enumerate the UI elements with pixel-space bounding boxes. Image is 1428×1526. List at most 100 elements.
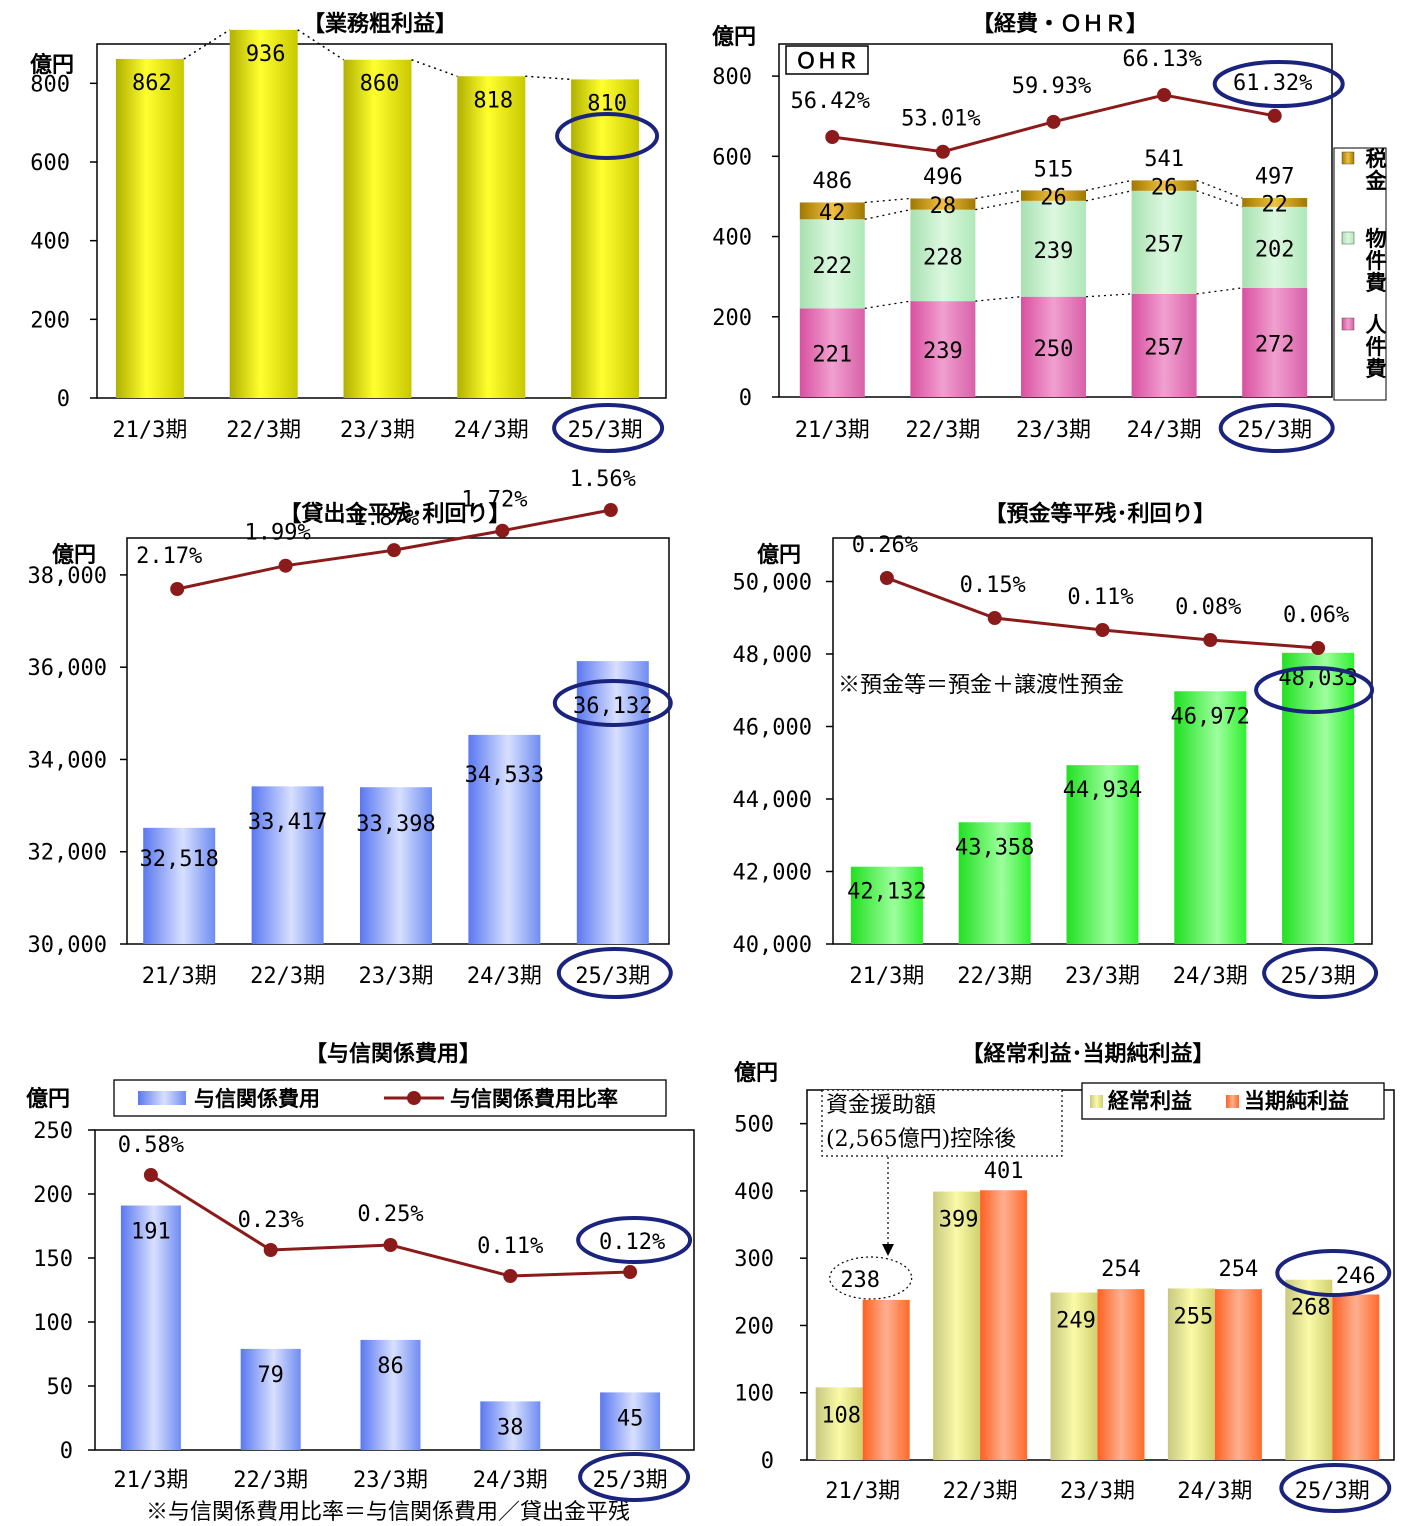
rate-marker — [935, 144, 950, 159]
stacked-bar-segment — [1242, 206, 1308, 288]
legend-swatch — [1341, 317, 1355, 331]
bar — [240, 1348, 301, 1450]
bar — [1174, 691, 1247, 944]
legend-label: 費 — [1366, 271, 1387, 295]
segment-label: 272 — [1255, 332, 1295, 357]
chart-title: 【経常利益･当期純利益】 — [961, 1041, 1214, 1067]
bar — [1282, 652, 1355, 944]
stacked-bar-segment — [1131, 293, 1197, 397]
stack-connector — [975, 189, 1022, 200]
y-tick-label: 0 — [60, 1439, 73, 1464]
bar-touki — [862, 1299, 910, 1460]
data-label: 818 — [473, 88, 513, 113]
category-label: 22/3期 — [943, 1479, 1018, 1504]
data-label: 33,398 — [356, 812, 435, 837]
bar-touki — [1097, 1289, 1145, 1460]
y-tick-label: 38,000 — [28, 564, 107, 589]
rate-label: 0.06% — [1283, 603, 1349, 628]
ohr-legend-box — [785, 45, 869, 75]
y-tick-label: 200 — [30, 308, 70, 333]
data-label: 108 — [821, 1403, 861, 1428]
rate-label: 1.87% — [353, 506, 419, 531]
chart-title: 【与信関係費用】 — [305, 1041, 481, 1067]
y-tick-label: 400 — [30, 230, 70, 255]
segment-label: 42 — [819, 201, 846, 226]
category-label: 24/3期 — [467, 964, 542, 989]
y-tick-label: 250 — [33, 1119, 73, 1144]
y-tick-label: 42,000 — [733, 861, 812, 886]
y-tick-label: 500 — [734, 1113, 774, 1138]
rate-label: 1.99% — [244, 521, 310, 546]
data-label: 936 — [246, 42, 286, 67]
bar-touki — [980, 1190, 1028, 1460]
segment-label: 250 — [1034, 337, 1074, 362]
legend-frame — [1081, 1082, 1385, 1120]
y-tick-label: 600 — [712, 145, 752, 170]
legend-swatch — [1090, 1095, 1103, 1108]
segment-label: 257 — [1144, 335, 1184, 360]
rate-marker — [987, 611, 1002, 625]
y-tick-label: 300 — [734, 1247, 774, 1272]
highlight-category-ellipse — [1279, 1463, 1392, 1513]
rate-label: 0.23% — [238, 1208, 304, 1233]
ohr-label: 61.32% — [1233, 71, 1312, 96]
stacked-bar-segment — [799, 219, 865, 309]
segment-label: 202 — [1255, 237, 1295, 262]
legend-swatch — [1226, 1095, 1239, 1108]
stacked-bar-segment — [910, 209, 976, 302]
category-label: 25/3期 — [593, 1468, 668, 1493]
segment-label: 26 — [1151, 176, 1178, 201]
bar — [480, 1401, 541, 1450]
highlight-value-ellipse — [552, 679, 673, 727]
bar — [576, 661, 649, 944]
category-label: 22/3期 — [250, 964, 325, 989]
highlight-category-ellipse — [1262, 947, 1379, 999]
stack-connector — [1085, 190, 1132, 202]
callout-arrow-head — [882, 1244, 894, 1256]
bar — [229, 29, 298, 399]
y-tick-label: 100 — [33, 1311, 73, 1336]
y-tick-label: 0 — [739, 386, 752, 411]
category-label: 23/3期 — [1016, 418, 1091, 443]
segment-label: 221 — [812, 343, 852, 368]
y-tick-label: 200 — [712, 306, 752, 331]
legend-label: 経常利益 — [1108, 1089, 1192, 1113]
category-label: 24/3期 — [473, 1468, 548, 1493]
bar — [571, 79, 640, 399]
rate-label: 0.58% — [118, 1133, 184, 1158]
callout-line-2: (2,565億円)控除後 — [826, 1127, 1016, 1152]
y-tick-label: 40,000 — [733, 933, 812, 958]
data-label: 33,417 — [248, 810, 327, 835]
data-label: 42,132 — [847, 880, 926, 905]
rate-marker — [383, 1238, 398, 1252]
ohr-label: 53.01% — [901, 107, 980, 132]
category-label: 21/3期 — [849, 964, 924, 989]
rate-marker — [825, 130, 840, 144]
category-label: 25/3期 — [1237, 418, 1312, 443]
data-label: 44,934 — [1063, 778, 1142, 803]
segment-label: 22 — [1261, 192, 1288, 217]
stacked-bar-segment — [1242, 198, 1308, 207]
category-label: 24/3期 — [1127, 418, 1202, 443]
category-label: 21/3期 — [142, 964, 217, 989]
stacked-bar-segment — [1021, 200, 1086, 297]
stack-connector — [1085, 179, 1132, 192]
callout-ellipse — [829, 1256, 913, 1300]
data-label: 399 — [939, 1208, 979, 1233]
stack-connector — [975, 200, 1022, 211]
data-label: 254 — [1219, 1257, 1259, 1282]
bar — [600, 1392, 661, 1450]
data-label: 191 — [131, 1220, 171, 1245]
legend-label: 件 — [1366, 249, 1387, 273]
y-tick-label: 200 — [734, 1314, 774, 1339]
highlight-value-ellipse — [1212, 60, 1345, 108]
segment-label: 228 — [923, 245, 963, 270]
total-label: 496 — [923, 165, 963, 190]
chart-keijo-touki: 【経常利益･当期純利益】億円 0 100 200 300 400 500 108 399 249 2… — [734, 1041, 1395, 1513]
data-label: 249 — [1056, 1308, 1096, 1333]
category-label: 23/3期 — [353, 1468, 428, 1493]
category-label: 23/3期 — [340, 418, 415, 443]
chart-keihi-ohr: 【経費・ＯＨＲ】億円 0 200 400 600 800 221 239 250 257 272 22… — [712, 11, 1388, 453]
